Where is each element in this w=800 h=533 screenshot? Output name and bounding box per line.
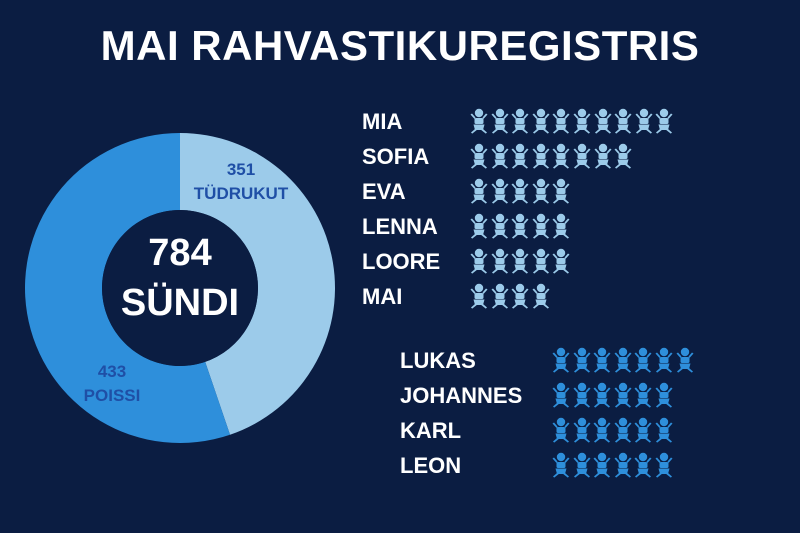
boys-name-label: JOHANNES <box>400 383 523 408</box>
total-births-number: 784 <box>148 232 212 274</box>
girls-name-label: MAI <box>362 284 403 309</box>
baby-icon <box>511 213 529 239</box>
baby-icon <box>594 108 612 134</box>
baby-icon <box>634 347 652 373</box>
baby-icon <box>511 178 529 204</box>
baby-icon <box>511 248 529 274</box>
baby-icon <box>573 143 591 169</box>
girls-count: 351 <box>226 160 256 179</box>
baby-icon <box>655 108 673 134</box>
baby-icon <box>552 248 570 274</box>
baby-icon <box>552 417 570 443</box>
girls-name-label: MIA <box>362 109 403 134</box>
baby-icon <box>655 347 673 373</box>
girls-name-label: EVA <box>362 179 406 204</box>
births-donut-chart <box>25 133 335 444</box>
girls-name-label: LOORE <box>362 249 441 274</box>
baby-icon <box>573 382 591 408</box>
baby-icon <box>552 382 570 408</box>
baby-icon <box>573 452 591 478</box>
baby-icon <box>593 382 611 408</box>
baby-icon <box>491 108 509 134</box>
baby-icon <box>655 417 673 443</box>
baby-icon <box>634 382 652 408</box>
baby-icon <box>614 417 632 443</box>
baby-icon <box>593 347 611 373</box>
girls-icon-row <box>470 213 570 239</box>
baby-icon <box>573 108 591 134</box>
boys-icon-row <box>552 382 673 408</box>
baby-icon <box>614 382 632 408</box>
girls-label: TÜDRUKUT <box>193 184 289 203</box>
baby-icon <box>552 347 570 373</box>
baby-icon <box>470 213 488 239</box>
baby-icon <box>511 108 529 134</box>
baby-icon <box>614 452 632 478</box>
baby-icon <box>655 452 673 478</box>
boys-label: POISSI <box>83 386 141 405</box>
baby-icon <box>491 283 509 309</box>
donut-hole <box>102 210 258 366</box>
girls-icon-row <box>470 283 550 309</box>
baby-icon <box>593 452 611 478</box>
baby-icon <box>614 108 632 134</box>
baby-icon <box>532 213 550 239</box>
baby-icon <box>676 347 694 373</box>
baby-icon <box>552 108 570 134</box>
baby-icon <box>532 143 550 169</box>
donut-slice-girls <box>180 133 335 435</box>
baby-icon <box>655 382 673 408</box>
baby-icon <box>470 108 488 134</box>
girls-icon-row <box>470 178 570 204</box>
total-births-label: 784 SÜNDI <box>110 228 250 328</box>
boys-icon-row <box>552 417 673 443</box>
baby-icon <box>614 347 632 373</box>
baby-icon <box>552 213 570 239</box>
baby-icon <box>532 248 550 274</box>
baby-icon <box>634 417 652 443</box>
baby-icon <box>470 178 488 204</box>
girls-count-label: 351 TÜDRUKUT <box>188 158 294 206</box>
baby-icon <box>593 417 611 443</box>
baby-icon <box>470 283 488 309</box>
baby-icon <box>552 452 570 478</box>
boys-count: 433 <box>97 362 127 381</box>
baby-icon <box>552 178 570 204</box>
boys-icon-row <box>552 347 694 373</box>
baby-icon <box>635 108 653 134</box>
baby-icon <box>491 248 509 274</box>
baby-icon <box>594 143 612 169</box>
baby-icon <box>511 283 529 309</box>
donut-slice-boys <box>25 133 231 444</box>
girls-icon-row <box>470 143 632 169</box>
baby-icon <box>573 417 591 443</box>
baby-icon <box>511 143 529 169</box>
baby-icon <box>614 143 632 169</box>
girls-name-label: SOFIA <box>362 144 430 169</box>
baby-icon <box>532 178 550 204</box>
boys-name-label: LEON <box>400 453 462 478</box>
page-title: MAI RAHVASTIKUREGISTRIS <box>100 22 700 69</box>
baby-icon <box>491 213 509 239</box>
girls-icon-row <box>470 108 673 134</box>
baby-icon <box>491 143 509 169</box>
baby-icon <box>470 248 488 274</box>
baby-icon <box>634 452 652 478</box>
boys-name-label: LUKAS <box>400 348 476 373</box>
baby-icon <box>552 143 570 169</box>
baby-icon <box>532 283 550 309</box>
baby-icon <box>491 178 509 204</box>
boys-icon-row <box>552 452 673 478</box>
baby-icon <box>532 108 550 134</box>
boys-name-label: KARL <box>400 418 462 443</box>
girls-icon-row <box>470 248 570 274</box>
boys-count-label: 433 POISSI <box>72 360 152 408</box>
girls-name-label: LENNA <box>362 214 438 239</box>
total-births-text: SÜNDI <box>120 282 240 324</box>
baby-icon <box>470 143 488 169</box>
baby-icon <box>573 347 591 373</box>
